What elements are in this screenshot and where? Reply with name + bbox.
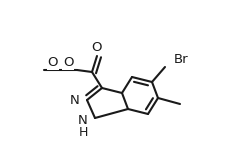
Text: H: H: [78, 127, 88, 139]
Text: N: N: [70, 94, 80, 106]
Text: O: O: [92, 41, 102, 53]
Text: O: O: [63, 56, 73, 68]
Text: O: O: [48, 56, 58, 68]
Text: N: N: [78, 114, 88, 127]
Text: Br: Br: [174, 52, 189, 66]
